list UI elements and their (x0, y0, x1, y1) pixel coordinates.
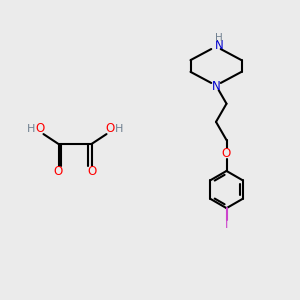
Text: H: H (26, 124, 35, 134)
Text: N: N (214, 39, 224, 52)
Text: O: O (222, 147, 231, 160)
Text: I: I (225, 218, 228, 231)
Text: H: H (115, 124, 124, 134)
Text: O: O (105, 122, 114, 136)
Text: O: O (87, 165, 96, 178)
Text: O: O (54, 165, 63, 178)
Text: O: O (36, 122, 45, 136)
Text: N: N (212, 80, 220, 93)
Text: H: H (215, 33, 223, 43)
